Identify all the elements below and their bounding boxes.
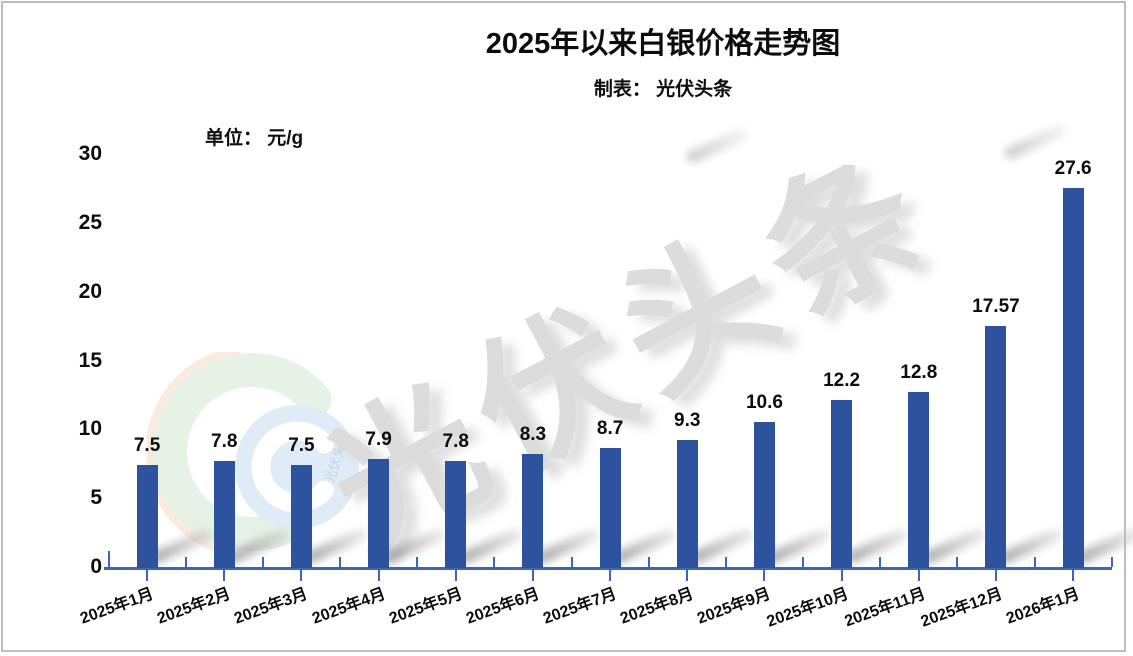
bar-value-label: 12.2 — [823, 370, 861, 392]
tick-mark — [223, 570, 226, 581]
bar-shadow — [535, 526, 602, 565]
tick-mark — [531, 570, 534, 581]
bar-value-label: 7.8 — [211, 430, 238, 452]
y-tick-label: 5 — [90, 486, 102, 510]
y-tick-label: 15 — [78, 348, 102, 372]
bar — [290, 464, 312, 568]
y-tick-label: 25 — [78, 210, 102, 234]
tick-mark — [879, 557, 882, 567]
bar-value-label: 7.8 — [442, 430, 469, 452]
bar-value-label: 7.5 — [133, 434, 161, 456]
bar-value-label: 7.9 — [365, 429, 392, 451]
y-tick-label: 10 — [78, 417, 102, 441]
tick-mark — [1033, 557, 1036, 567]
tick-mark — [570, 557, 573, 567]
bar — [522, 453, 544, 568]
bar-shadow — [767, 526, 833, 565]
bar — [599, 448, 621, 568]
y-tick-label: 30 — [78, 142, 102, 166]
watermark-streak — [1002, 122, 1069, 161]
bar-value-label: 10.6 — [745, 392, 783, 414]
bar-shadow — [844, 526, 910, 565]
bar — [1062, 188, 1084, 568]
bar — [676, 439, 698, 568]
y-tick-label: 20 — [78, 279, 102, 303]
bar — [831, 400, 853, 568]
bar — [985, 326, 1007, 568]
bar-value-label: 17.57 — [972, 296, 1020, 318]
tick-mark — [416, 557, 419, 567]
bar — [908, 391, 930, 568]
tick-mark — [146, 570, 149, 581]
bar-value-label: 12.8 — [900, 361, 938, 383]
tick-mark — [802, 557, 805, 567]
bar — [136, 464, 158, 568]
tick-mark — [994, 570, 997, 581]
bar-shadow — [612, 526, 679, 565]
tick-mark — [840, 570, 843, 581]
chart-title: 2025年以来白银价格走势图 — [485, 28, 841, 60]
unit-label: 单位： 元/g — [205, 128, 304, 149]
y-tick-label: 0 — [90, 555, 102, 578]
tick-mark — [300, 570, 303, 581]
tick-mark — [763, 570, 766, 581]
tick-mark — [493, 557, 496, 567]
bar — [445, 460, 467, 568]
bar-value-label: 7.5 — [288, 434, 315, 456]
tick-mark — [686, 570, 689, 581]
bar-value-label: 9.3 — [674, 409, 701, 431]
bar — [753, 422, 775, 568]
tick-mark — [184, 557, 187, 567]
tick-mark — [609, 570, 612, 581]
tick-mark — [956, 557, 959, 567]
bar-shadow — [689, 526, 756, 565]
tick-mark — [107, 551, 110, 567]
tick-mark — [724, 557, 727, 567]
bar-shadow — [998, 526, 1065, 565]
tick-mark — [377, 570, 380, 581]
bar-value-label: 8.3 — [519, 423, 547, 445]
chart-subtitle: 制表： 光伏头条 — [593, 79, 733, 100]
tick-mark — [647, 557, 650, 567]
tick-mark — [261, 557, 264, 567]
tick-mark — [917, 570, 920, 581]
bar — [368, 459, 390, 568]
tick-mark — [339, 557, 341, 567]
bar-value-label: 27.6 — [1054, 158, 1092, 180]
bar-shadow — [1075, 526, 1133, 565]
bar — [213, 460, 235, 568]
tick-mark — [1072, 570, 1075, 581]
bar-value-label: 8.7 — [596, 418, 624, 440]
tick-mark — [1110, 557, 1113, 567]
bar-shadow — [921, 526, 988, 565]
axis-line — [104, 567, 1112, 570]
tick-mark — [454, 570, 457, 581]
